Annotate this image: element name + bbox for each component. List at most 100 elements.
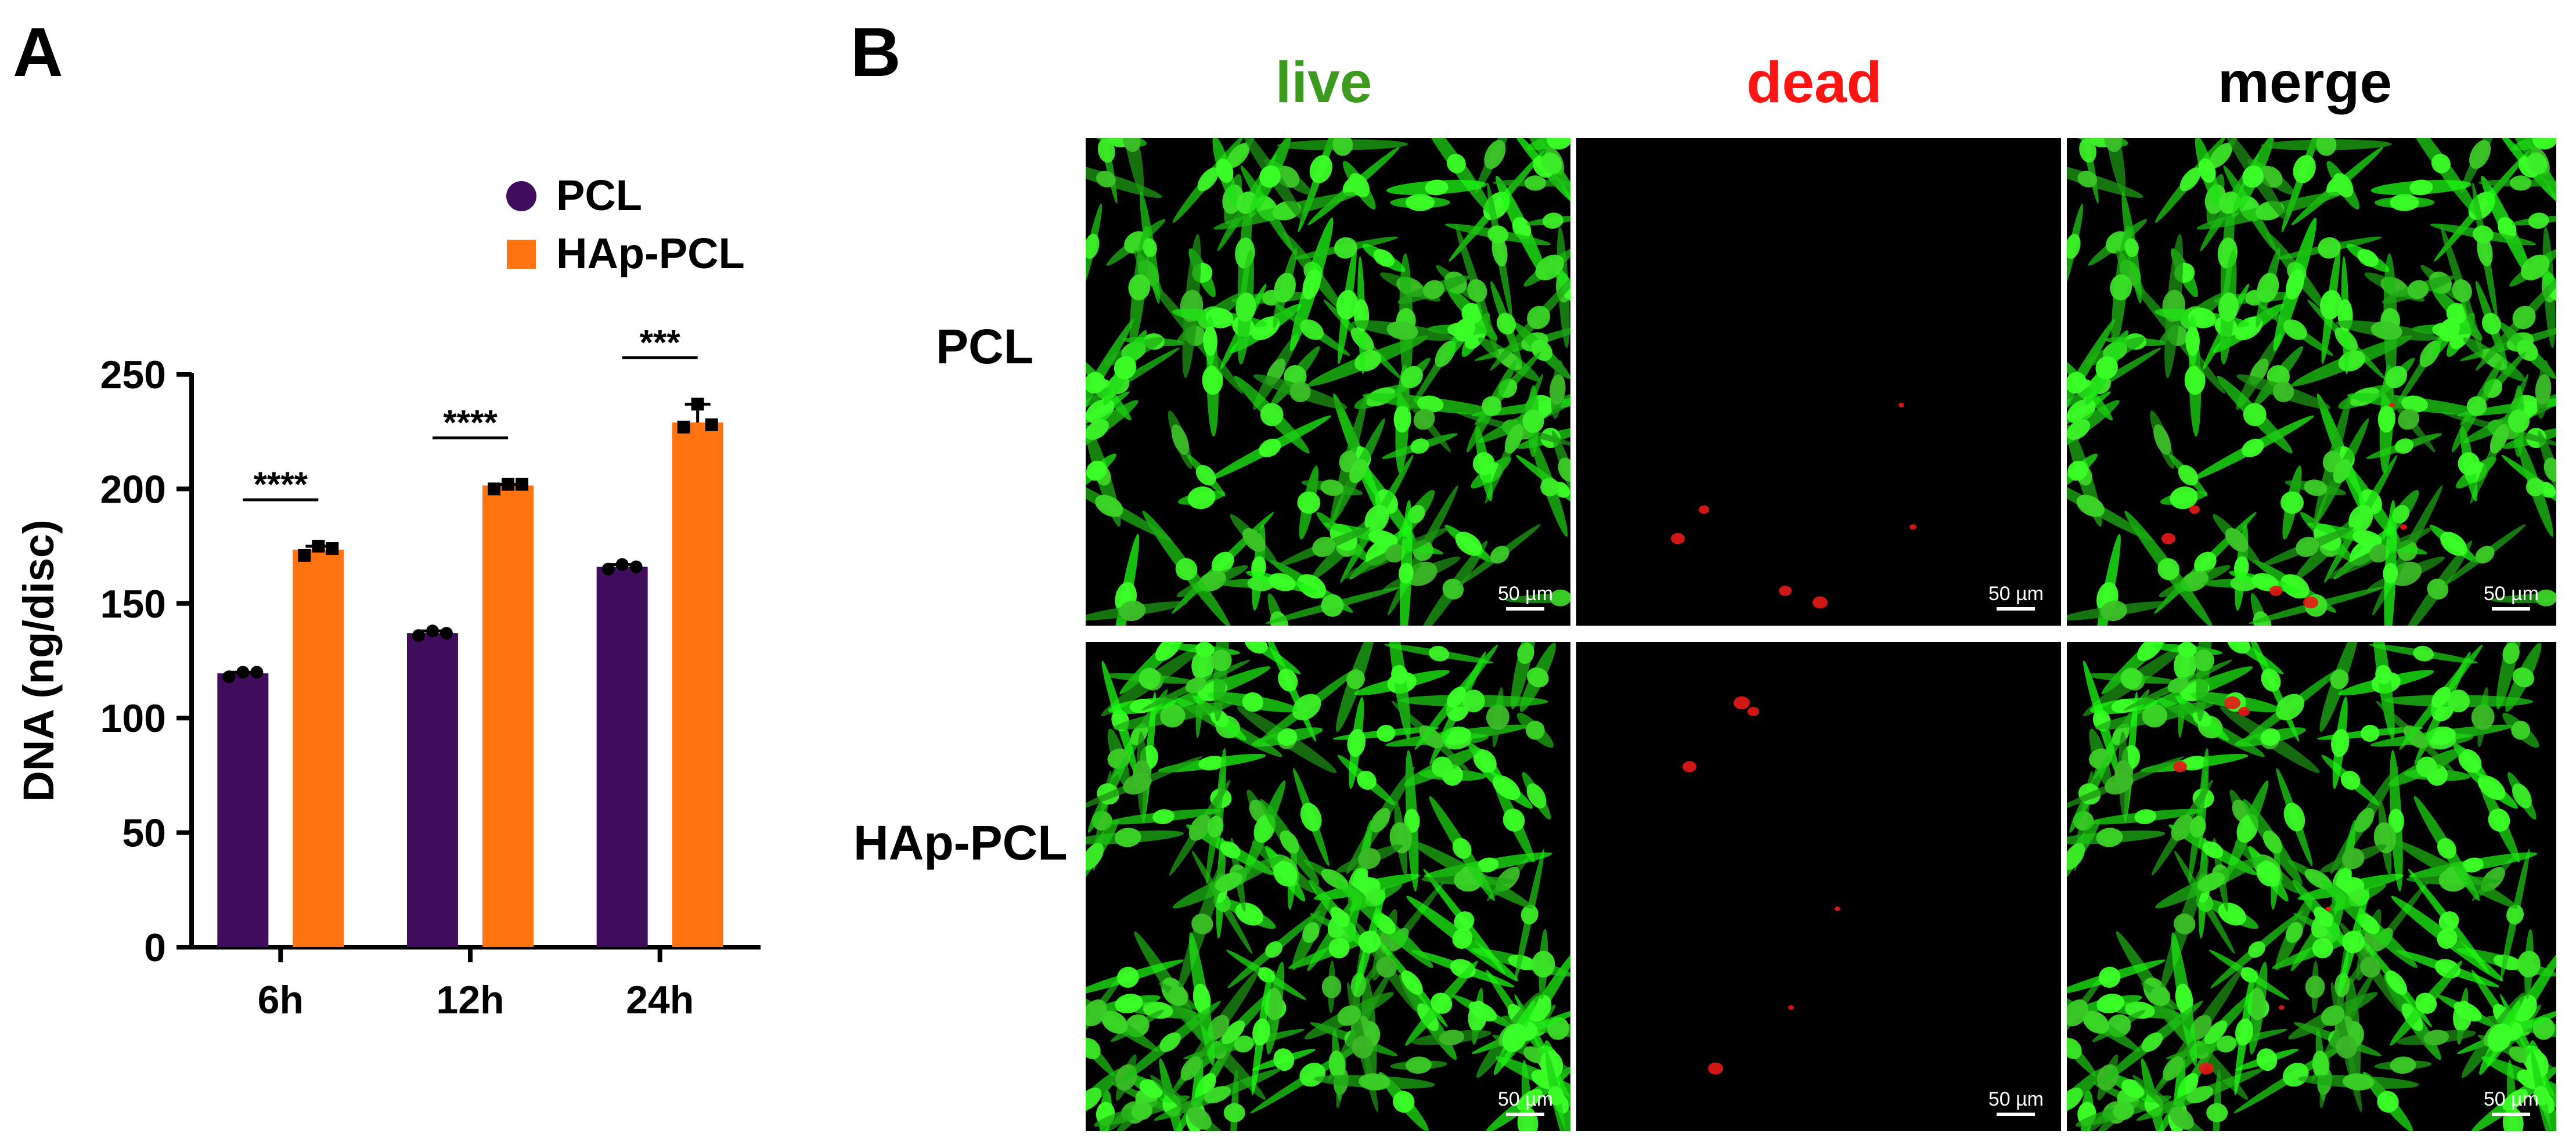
cell-body bbox=[1516, 1089, 1543, 1111]
dead-cell bbox=[1898, 403, 1904, 407]
cell-body bbox=[2487, 1023, 2513, 1052]
cell-body bbox=[1542, 212, 1563, 229]
cell-body bbox=[1393, 1091, 1415, 1113]
cell-body bbox=[2341, 848, 2365, 869]
cell-body bbox=[2312, 937, 2333, 959]
dead-cell bbox=[1682, 761, 1696, 772]
cell-body bbox=[1123, 773, 1152, 795]
cell-body bbox=[2438, 317, 2460, 342]
cell-body bbox=[1207, 815, 1224, 838]
cell-body bbox=[1385, 544, 1406, 563]
cell-body bbox=[1473, 749, 1497, 773]
cell-body bbox=[1211, 551, 1234, 575]
cell-body bbox=[2369, 544, 2390, 563]
cell-body bbox=[1358, 848, 1381, 869]
cell-body bbox=[1417, 395, 1444, 413]
cell-body bbox=[2489, 424, 2509, 454]
cell-body bbox=[1328, 937, 1350, 959]
cell-body bbox=[2528, 212, 2549, 229]
cell-body bbox=[2423, 1030, 2449, 1046]
dna-bar-chart: 0 50 100 150 200 250 DNA (ng/disc) 6h **** 12h ***… bbox=[15, 171, 761, 1022]
cell-body bbox=[1407, 504, 1425, 524]
cell-body bbox=[1192, 983, 1211, 1015]
cell-body bbox=[1300, 319, 1324, 340]
cell-body bbox=[2475, 546, 2495, 564]
bar-pcl-12h bbox=[407, 633, 458, 947]
cell-body bbox=[1273, 861, 1298, 887]
cell-body bbox=[1447, 687, 1466, 708]
cell-body bbox=[2361, 724, 2380, 742]
cell-body bbox=[2375, 665, 2392, 684]
data-point bbox=[312, 540, 325, 553]
cell-body bbox=[1477, 857, 1499, 873]
dead-cell bbox=[2400, 524, 2407, 530]
cell-body bbox=[1413, 409, 1435, 430]
micrograph-hap-pcl-live: 50 µm bbox=[1086, 642, 1570, 1131]
cell-body bbox=[2190, 1015, 2212, 1040]
cell-body bbox=[2437, 928, 2458, 949]
scale-bar: 50 µm bbox=[2484, 1089, 2539, 1116]
cell-body bbox=[1115, 994, 1143, 1014]
cell-body bbox=[2521, 254, 2550, 281]
cell-body bbox=[2175, 983, 2193, 1015]
cell-body bbox=[2390, 194, 2419, 211]
cell-body bbox=[1086, 371, 1105, 394]
cell-body bbox=[1259, 438, 1281, 457]
cell-body bbox=[1086, 460, 1107, 481]
cell-body bbox=[1320, 479, 1344, 496]
cell-body bbox=[2535, 589, 2556, 607]
cell-body bbox=[2273, 381, 2294, 402]
cell-body bbox=[2446, 303, 2467, 324]
cell-body bbox=[2111, 698, 2137, 713]
cell-body bbox=[2095, 356, 2118, 380]
cell-body bbox=[1431, 992, 1453, 1014]
dead-cell bbox=[2161, 533, 2175, 544]
cell-body bbox=[1399, 562, 1414, 584]
scale-bar-label: 50 µm bbox=[2483, 583, 2539, 605]
cell-body bbox=[2141, 1032, 2163, 1052]
panel-a-letter: A bbox=[13, 13, 63, 91]
cell-body bbox=[2113, 1102, 2134, 1121]
dead-cell bbox=[2389, 403, 2395, 407]
cell-body bbox=[2533, 1086, 2550, 1106]
cell-body bbox=[2067, 843, 2085, 871]
cell-body bbox=[1532, 951, 1555, 978]
cell-body bbox=[2171, 814, 2193, 841]
cell-body bbox=[1541, 152, 1562, 175]
dead-cell bbox=[2279, 1005, 2285, 1010]
cell-body bbox=[1321, 976, 1342, 998]
cell-body bbox=[1086, 843, 1104, 871]
cell-body bbox=[1508, 954, 1536, 970]
cell-body bbox=[1216, 158, 1234, 183]
scale-bar: 50 µm bbox=[2484, 584, 2539, 611]
cell-body bbox=[2076, 494, 2105, 517]
cell-body bbox=[1222, 1020, 1245, 1045]
cell-body bbox=[1357, 770, 1377, 790]
micrograph-hap-pcl-dead: 50 µm bbox=[1576, 642, 2061, 1131]
cell-body bbox=[2157, 558, 2180, 580]
dead-cell bbox=[2224, 696, 2240, 710]
cell-body bbox=[1503, 808, 1525, 832]
cell-body bbox=[2248, 941, 2265, 958]
cell-body bbox=[2312, 1050, 2329, 1079]
live-cells-image bbox=[1086, 642, 1570, 1131]
cell-body bbox=[1265, 941, 1282, 958]
cell-body bbox=[1260, 403, 1284, 427]
cell-body bbox=[2189, 815, 2206, 838]
cell-body bbox=[2251, 573, 2279, 591]
cell-body bbox=[1171, 424, 1189, 455]
cell-body bbox=[1442, 579, 1464, 600]
dead-cells-image bbox=[1671, 403, 1916, 609]
cell-body bbox=[2105, 773, 2134, 795]
cell-body bbox=[2218, 293, 2239, 322]
cell-body bbox=[2235, 1018, 2253, 1046]
dead-cell bbox=[2325, 907, 2331, 911]
cell-body bbox=[1188, 814, 1211, 841]
data-point bbox=[629, 560, 643, 573]
dead-cell bbox=[1699, 505, 1709, 514]
cell-body bbox=[2256, 861, 2280, 887]
cell-body bbox=[1187, 486, 1216, 510]
data-point bbox=[426, 624, 439, 638]
cell-body bbox=[2453, 1001, 2482, 1022]
data-point bbox=[691, 398, 704, 411]
